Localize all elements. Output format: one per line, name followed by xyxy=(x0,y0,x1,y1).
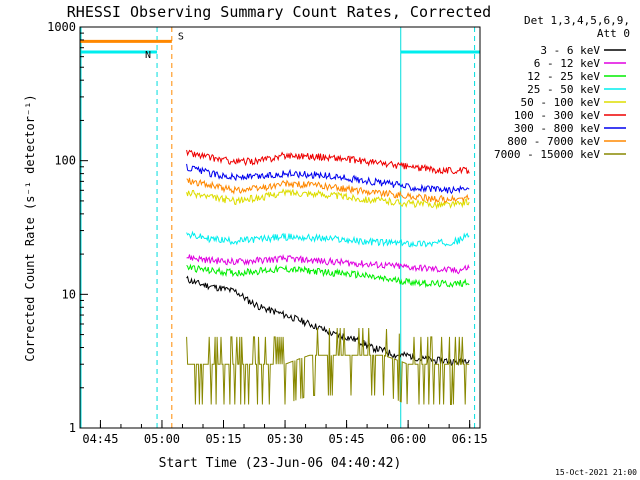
generation-timestamp: 15-Oct-2021 21:00 xyxy=(555,468,637,477)
x-tick-label: 05:45 xyxy=(329,432,365,446)
x-axis-label: Start Time (23-Jun-06 04:40:42) xyxy=(159,456,402,471)
series-line xyxy=(186,327,470,405)
y-tick-label: 1000 xyxy=(47,20,76,34)
legend-label: 6 - 12 keV xyxy=(534,57,601,70)
x-tick-label: 04:45 xyxy=(82,432,118,446)
legend-label: 800 - 7000 keV xyxy=(507,135,600,148)
legend-label: 3 - 6 keV xyxy=(540,44,600,57)
legend-header-line-1: Det 1,3,4,5,6,9, xyxy=(524,14,630,27)
legend-label: 12 - 25 keV xyxy=(527,70,600,83)
annotation-label: S xyxy=(178,31,184,42)
legend-label: 300 - 800 keV xyxy=(514,122,600,135)
x-tick-label: 06:00 xyxy=(390,432,426,446)
series-line xyxy=(186,230,470,248)
plot-frame xyxy=(79,26,481,429)
x-tick-label: 05:00 xyxy=(144,432,180,446)
series-line xyxy=(186,163,470,195)
y-tick-label: 1 xyxy=(69,421,76,435)
y-axis-label: Corrected Count Rate (s⁻¹ detector⁻¹) xyxy=(23,94,37,361)
series-line xyxy=(186,253,470,275)
series-line xyxy=(186,188,470,210)
legend-label: 50 - 100 keV xyxy=(521,96,601,109)
legend-header-line-2: Att 0 xyxy=(597,27,630,40)
x-tick-label: 05:15 xyxy=(205,432,241,446)
y-tick-label: 10 xyxy=(62,287,76,301)
x-tick-label: 06:15 xyxy=(452,432,488,446)
y-axis: 1 10 100 1000 xyxy=(47,20,88,435)
series-line xyxy=(186,149,470,175)
chart-title: RHESSI Observing Summary Count Rates, Co… xyxy=(67,3,491,21)
legend-label: 25 - 50 keV xyxy=(527,83,600,96)
x-axis: 04:45 05:00 05:15 05:30 05:45 06:00 06:15 xyxy=(82,420,488,446)
x-tick-label: 05:30 xyxy=(267,432,303,446)
legend-label: 7000 - 15000 keV xyxy=(494,148,600,161)
series-line xyxy=(186,177,470,204)
series-line xyxy=(186,263,470,289)
legend-label: 100 - 300 keV xyxy=(514,109,600,122)
y-tick-label: 100 xyxy=(54,154,76,168)
plot-area: SN xyxy=(80,27,480,428)
annotation-label: N xyxy=(145,50,151,61)
